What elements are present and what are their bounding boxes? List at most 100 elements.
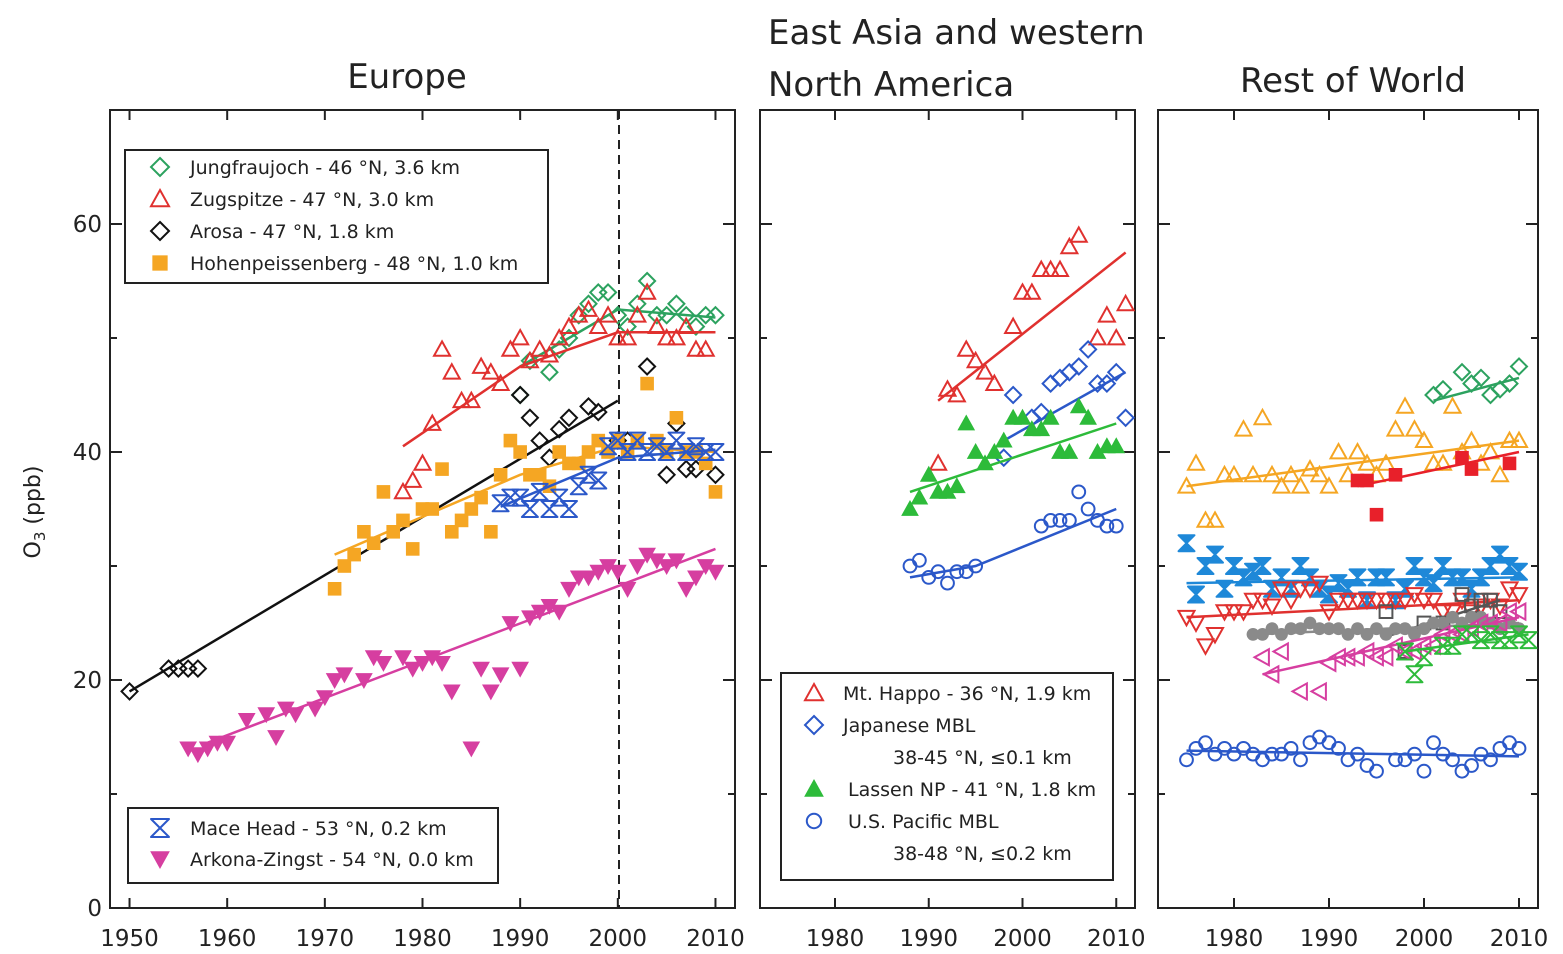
data-point xyxy=(708,485,723,499)
data-point xyxy=(617,327,638,346)
data-point xyxy=(1395,592,1415,611)
data-point xyxy=(1059,362,1079,382)
data-point xyxy=(975,362,995,380)
data-point xyxy=(1385,636,1403,656)
data-point xyxy=(442,362,462,380)
legend-marker xyxy=(803,714,825,736)
data-point xyxy=(1255,752,1270,768)
y-axis-label: O3 (ppb) xyxy=(21,466,49,559)
data-point xyxy=(1502,735,1517,751)
legend-item-mace-head: Mace Head - 53 °N, 0.2 km xyxy=(190,818,447,840)
data-point xyxy=(1099,518,1115,534)
data-point xyxy=(521,610,539,627)
data-point xyxy=(1360,473,1374,488)
data-point xyxy=(1253,557,1272,575)
data-point xyxy=(1300,459,1320,477)
data-point xyxy=(471,356,491,374)
data-point xyxy=(696,339,716,357)
data-point xyxy=(1294,622,1307,636)
legend-east-asia: Mt. Happo - 36 °N, 1.9 km Japanese MBL 3… xyxy=(780,672,1114,881)
data-point xyxy=(1271,581,1292,599)
data-point xyxy=(1385,592,1406,611)
data-point xyxy=(1233,604,1254,622)
data-point xyxy=(1395,396,1415,414)
plot-frame-east-asia xyxy=(759,109,1136,909)
data-point xyxy=(335,667,354,684)
data-point xyxy=(569,305,589,323)
data-point xyxy=(1378,604,1394,620)
data-point xyxy=(444,525,459,539)
data-point xyxy=(1069,397,1088,414)
data-point xyxy=(442,684,461,701)
trend-line xyxy=(1186,749,1520,758)
data-point xyxy=(552,445,567,459)
data-point xyxy=(396,513,410,528)
x-tick-label: 2000 xyxy=(993,926,1052,952)
data-point xyxy=(637,357,657,376)
data-point xyxy=(965,350,986,369)
legend-item-lassen-np: Lassen NP - 41 °N, 1.8 km xyxy=(848,779,1096,801)
data-point xyxy=(1050,368,1070,388)
data-point xyxy=(706,465,725,485)
data-point xyxy=(559,500,578,518)
legend-marker xyxy=(152,255,168,271)
data-point xyxy=(1490,464,1510,483)
data-point xyxy=(1179,752,1194,768)
trend-line xyxy=(1186,598,1520,619)
data-point xyxy=(1031,402,1051,422)
data-point xyxy=(1366,647,1384,667)
data-point xyxy=(1206,545,1224,564)
data-point xyxy=(549,327,569,346)
x-tick-label: 2000 xyxy=(1395,926,1454,952)
series-arosa xyxy=(120,357,725,701)
legend-item-arkona-zingst: Arkona-Zingst - 54 °N, 0.0 km xyxy=(190,849,474,871)
series-diamond-0 xyxy=(1424,357,1529,405)
data-point xyxy=(947,384,967,403)
data-point xyxy=(1510,562,1528,581)
data-point xyxy=(560,581,578,598)
data-point xyxy=(530,482,549,501)
series-circle-filled-6 xyxy=(1246,610,1526,641)
data-point xyxy=(686,437,705,456)
legend-marker xyxy=(803,681,825,702)
legend-marker xyxy=(150,818,170,838)
data-point xyxy=(1347,647,1365,667)
data-point xyxy=(1205,627,1225,645)
data-point xyxy=(1375,647,1394,667)
data-point xyxy=(667,553,686,570)
data-point xyxy=(676,316,696,334)
data-point xyxy=(484,525,498,539)
data-point xyxy=(1499,430,1520,448)
data-point xyxy=(1426,735,1441,751)
data-point xyxy=(1271,476,1292,494)
data-point xyxy=(1328,647,1346,667)
data-point xyxy=(393,481,413,500)
data-point xyxy=(1473,592,1489,608)
trend-line xyxy=(909,507,1117,579)
data-point xyxy=(530,431,550,451)
data-point xyxy=(1300,581,1320,599)
data-point xyxy=(1233,419,1254,437)
data-point xyxy=(493,468,508,482)
data-point xyxy=(357,525,371,539)
data-point xyxy=(482,684,500,701)
data-point xyxy=(1205,510,1225,528)
data-point xyxy=(1414,430,1434,448)
x-tick-label: 1970 xyxy=(296,926,355,952)
data-point xyxy=(579,570,598,587)
legend-item-jungfraujoch: Jungfraujoch - 46 °N, 3.6 km xyxy=(189,157,460,179)
data-point xyxy=(1207,746,1223,762)
data-point xyxy=(578,299,599,317)
data-point xyxy=(1462,625,1481,644)
data-point xyxy=(1347,441,1368,460)
panel-europe: Europe O3 (ppb) 1950 1960 1970 1980 1990 2000… xyxy=(21,57,745,952)
data-point xyxy=(1396,642,1414,661)
data-point xyxy=(1415,648,1433,667)
data-point xyxy=(1097,374,1117,394)
series-triangle-up-1 xyxy=(1176,396,1529,528)
data-point xyxy=(677,581,696,598)
data-point xyxy=(1404,587,1425,605)
data-point xyxy=(1379,628,1393,641)
series-lassen-np xyxy=(901,397,1126,516)
data-point xyxy=(1256,628,1269,641)
